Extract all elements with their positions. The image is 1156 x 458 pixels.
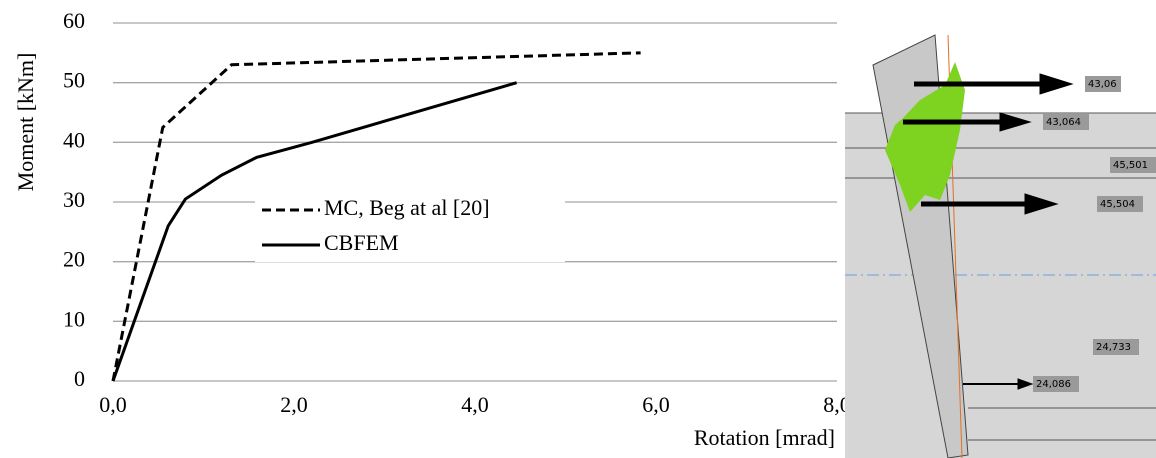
result-label: 45,504: [1100, 199, 1135, 210]
x-tick-label: 0,0: [99, 392, 127, 417]
connection-model: [845, 35, 1156, 458]
result-label: 24,733: [1096, 342, 1131, 353]
x-tick-label: 4,0: [461, 392, 489, 417]
y-tick-label: 60: [63, 8, 85, 33]
y-tick-label: 40: [63, 127, 85, 152]
legend-label: MC, Beg at al [20]: [324, 195, 490, 220]
y-tick-label: 20: [63, 247, 85, 272]
y-axis-label: Moment [kNm]: [13, 53, 38, 192]
result-label: 43,064: [1046, 117, 1081, 128]
x-tick-label: 6,0: [642, 392, 670, 417]
figure: 01020304050600,02,04,06,08,0MC, Beg at a…: [0, 0, 1156, 458]
result-label: 43,06: [1088, 79, 1117, 90]
page: {"chart_data": {"type": "line", "x_label…: [0, 0, 1156, 458]
y-tick-label: 50: [63, 68, 85, 93]
result-label: 45,501: [1113, 160, 1148, 171]
result-label: 24,086: [1036, 379, 1071, 390]
x-tick-label: 2,0: [280, 392, 308, 417]
legend-label: CBFEM: [324, 230, 399, 255]
y-tick-label: 10: [63, 306, 85, 331]
y-tick-label: 0: [74, 366, 85, 391]
x-axis-label: Rotation [mrad]: [694, 425, 835, 450]
y-tick-label: 30: [63, 187, 85, 212]
